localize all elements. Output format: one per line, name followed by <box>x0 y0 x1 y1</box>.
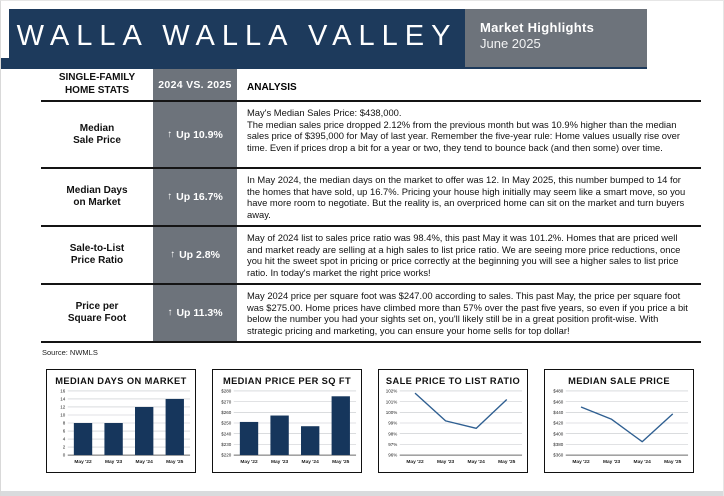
svg-text:$220: $220 <box>221 453 232 458</box>
analysis-text: In May 2024, the median days on the mark… <box>237 169 701 227</box>
column-header-compare: 2024 VS. 2025 <box>153 69 237 102</box>
change-value: Up 11.3% <box>176 307 223 319</box>
svg-text:$280: $280 <box>221 389 232 394</box>
change-value: Up 16.7% <box>176 191 223 203</box>
svg-text:$460: $460 <box>553 399 564 404</box>
svg-text:100%: 100% <box>386 410 398 415</box>
svg-text:May '23: May '23 <box>437 459 455 465</box>
change-value: Up 10.9% <box>176 128 223 141</box>
highlight-banner: Market Highlights June 2025 <box>465 9 647 67</box>
svg-text:101%: 101% <box>386 399 398 404</box>
analysis-text: May's Median Sales Price: $438,000. The … <box>237 102 701 169</box>
change-value: Up 2.8% <box>179 249 220 261</box>
stat-label-median-sale-price: Median Sale Price <box>41 102 153 169</box>
page-bottom-edge <box>1 491 723 496</box>
column-header-analysis: ANALYSIS <box>237 69 701 102</box>
svg-text:May '23: May '23 <box>603 459 621 465</box>
svg-text:May '22: May '22 <box>406 459 424 465</box>
svg-text:May '24: May '24 <box>634 459 652 465</box>
svg-text:May '25: May '25 <box>332 459 350 465</box>
chart-title: SALE PRICE TO LIST RATIO <box>385 376 521 386</box>
svg-text:16: 16 <box>60 389 66 394</box>
svg-text:May '23: May '23 <box>105 459 123 465</box>
svg-text:$400: $400 <box>553 431 564 436</box>
svg-text:$480: $480 <box>553 389 564 394</box>
highlight-title: Market Highlights <box>480 20 595 35</box>
svg-text:May '22: May '22 <box>572 459 590 465</box>
chart-median-price-per-sq-ft: MEDIAN PRICE PER SQ FT $220 $230 $240 $250 $… <box>212 369 362 473</box>
svg-text:May '24: May '24 <box>136 459 154 465</box>
svg-text:0: 0 <box>63 453 66 458</box>
stat-label-median-days-on-market: Median Days on Market <box>41 169 153 227</box>
svg-text:$230: $230 <box>221 442 232 447</box>
svg-text:$250: $250 <box>221 421 232 426</box>
header: WALLA WALLA VALLEY Market Highlights Jun… <box>9 9 647 67</box>
header-underline-band <box>1 58 647 69</box>
chart-title: MEDIAN SALE PRICE <box>568 376 670 386</box>
change-badge: ↑ Up 11.3% <box>153 285 237 343</box>
svg-text:8: 8 <box>63 421 66 426</box>
svg-text:$270: $270 <box>221 399 232 404</box>
svg-text:$360: $360 <box>553 453 564 458</box>
svg-text:98%: 98% <box>388 431 397 436</box>
stat-label-price-per-sq-ft: Price per Square Foot <box>41 285 153 343</box>
bar-chart-svg: $220 $230 $240 $250 $260 $270 $280 May '22 May '… <box>221 389 357 465</box>
svg-text:96%: 96% <box>388 453 397 458</box>
up-arrow-icon: ↑ <box>167 307 173 318</box>
svg-text:May '23: May '23 <box>271 459 289 465</box>
svg-text:2: 2 <box>63 445 66 450</box>
chart-sale-price-to-list-ratio: SALE PRICE TO LIST RATIO 96% 97% 98% 99% 100… <box>378 369 528 473</box>
chart-median-sale-price: MEDIAN SALE PRICE $360 $380 $400 $420 $440 $4… <box>544 369 694 473</box>
change-badge: ↑ Up 16.7% <box>153 169 237 227</box>
svg-text:$380: $380 <box>553 442 564 447</box>
source-note: Source: NWMLS <box>42 348 98 357</box>
svg-text:May '25: May '25 <box>166 459 184 465</box>
svg-text:$420: $420 <box>553 421 564 426</box>
highlight-period: June 2025 <box>480 36 541 51</box>
svg-text:$440: $440 <box>553 410 564 415</box>
column-header-stats: SINGLE-FAMILY HOME STATS <box>41 69 153 102</box>
up-arrow-icon: ↑ <box>167 191 173 202</box>
brand-banner: WALLA WALLA VALLEY <box>9 9 465 63</box>
line-chart-svg: $360 $380 $400 $420 $440 $460 $480 May '22 May '… <box>553 389 689 465</box>
svg-text:May '22: May '22 <box>240 459 258 465</box>
svg-text:102%: 102% <box>386 389 398 394</box>
svg-text:99%: 99% <box>388 421 397 426</box>
svg-text:12: 12 <box>60 405 66 410</box>
svg-text:6: 6 <box>63 429 66 434</box>
stat-label-sale-to-list-ratio: Sale-to-List Price Ratio <box>41 227 153 285</box>
svg-text:May '22: May '22 <box>74 459 92 465</box>
svg-text:May '25: May '25 <box>498 459 516 465</box>
analysis-text: May of 2024 list to sales price ratio wa… <box>237 227 701 285</box>
svg-text:10: 10 <box>60 413 66 418</box>
svg-text:$240: $240 <box>221 431 232 436</box>
svg-text:$260: $260 <box>221 410 232 415</box>
svg-text:May '25: May '25 <box>664 459 682 465</box>
change-badge: ↑ Up 2.8% <box>153 227 237 285</box>
charts-row: MEDIAN DAYS ON MARKET 0 2 4 6 8 10 12 14 16 May '… <box>46 369 694 473</box>
up-arrow-icon: ↑ <box>170 249 176 260</box>
line-chart-svg: 96% 97% 98% 99% 100% 101% 102% May '22 May '23 Ma… <box>386 389 523 465</box>
svg-text:May '24: May '24 <box>468 459 486 465</box>
svg-text:14: 14 <box>60 397 66 402</box>
chart-title: MEDIAN DAYS ON MARKET <box>55 376 187 386</box>
analysis-text: May 2024 price per square foot was $247.… <box>237 285 701 343</box>
change-badge: ↑ Up 10.9% <box>153 102 237 169</box>
svg-text:97%: 97% <box>388 442 397 447</box>
page-title: WALLA WALLA VALLEY <box>16 19 458 52</box>
chart-title: MEDIAN PRICE PER SQ FT <box>222 376 352 386</box>
bar-chart-svg: 0 2 4 6 8 10 12 14 16 May '22 May '23 May '24 May '2… <box>60 389 191 465</box>
svg-text:4: 4 <box>63 437 66 442</box>
up-arrow-icon: ↑ <box>167 128 173 140</box>
svg-text:May '24: May '24 <box>302 459 320 465</box>
stats-table: SINGLE-FAMILY HOME STATS 2024 VS. 2025 A… <box>41 69 701 343</box>
chart-median-days-on-market: MEDIAN DAYS ON MARKET 0 2 4 6 8 10 12 14 16 May '… <box>46 369 196 473</box>
